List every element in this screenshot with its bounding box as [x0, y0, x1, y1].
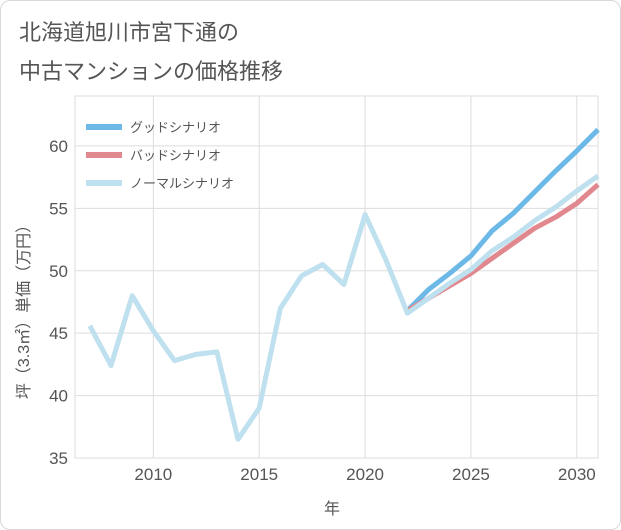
series-lines	[87, 127, 600, 442]
y-axis-ticks: 35 40 45 50 55 60	[49, 137, 68, 468]
y-tick-label: 45	[49, 324, 68, 343]
y-tick-label: 60	[49, 137, 68, 156]
x-tick-label: 2030	[558, 465, 596, 484]
x-tick-label: 2015	[240, 465, 278, 484]
x-tick-label: 2010	[134, 465, 172, 484]
y-tick-label: 55	[49, 199, 68, 218]
x-tick-label: 2020	[346, 465, 384, 484]
y-axis-title: 坪（3.3㎡）単価（万円）	[15, 217, 33, 399]
y-tick-label: 50	[49, 262, 68, 281]
legend-label-good: グッドシナリオ	[130, 120, 221, 135]
chart-title-line-1: 北海道旭川市宮下通の	[19, 20, 240, 45]
legend-item-bad: バッドシナリオ	[86, 148, 221, 163]
series-line-good	[405, 127, 600, 313]
legend: グッドシナリオ バッドシナリオ ノーマルシナリオ	[86, 120, 234, 191]
chart-title-line-2: 中古マンションの価格推移	[19, 59, 284, 84]
x-tick-label: 2025	[452, 465, 490, 484]
legend-label-normal: ノーマルシナリオ	[130, 176, 234, 191]
grid	[74, 95, 599, 459]
x-axis-title: 年	[324, 500, 340, 518]
legend-label-bad: バッドシナリオ	[130, 148, 221, 163]
legend-item-good: グッドシナリオ	[86, 120, 221, 135]
x-axis-ticks: 2010 2015 2020 2025 2030	[134, 465, 595, 484]
y-tick-label: 40	[49, 387, 68, 406]
y-tick-label: 35	[49, 449, 68, 468]
series-line-normal	[87, 173, 600, 442]
legend-item-normal: ノーマルシナリオ	[86, 176, 234, 191]
